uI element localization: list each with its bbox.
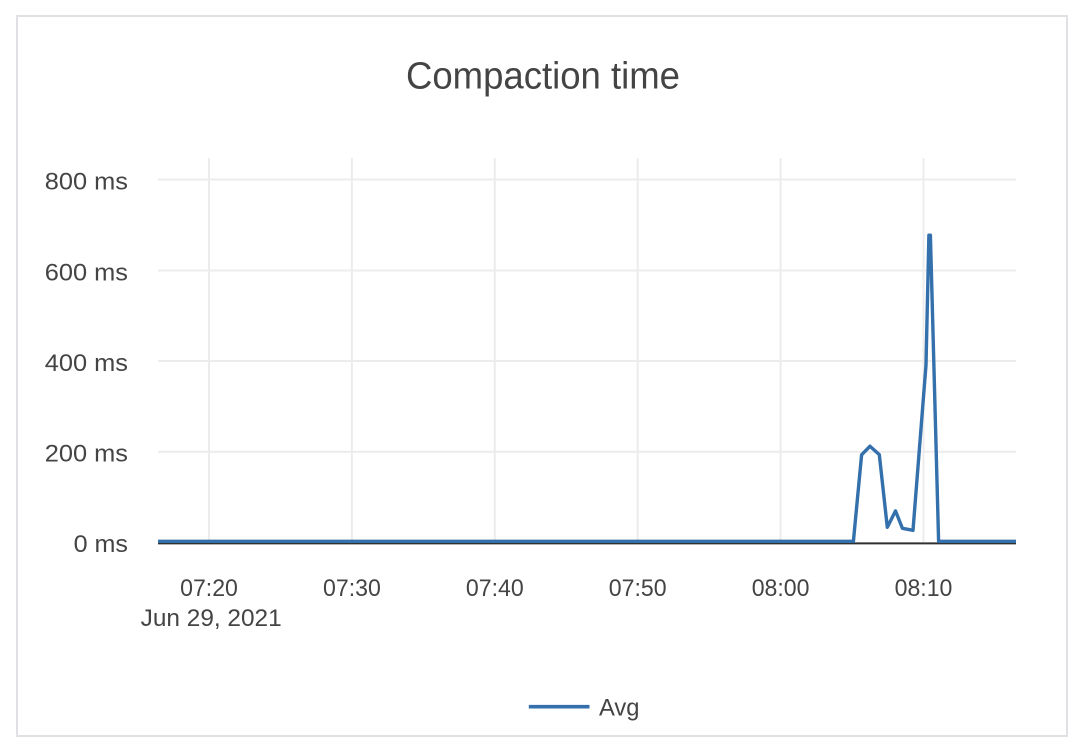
svg-text:08:10: 08:10 xyxy=(895,575,953,602)
svg-text:Compaction time: Compaction time xyxy=(406,54,680,97)
svg-text:600 ms: 600 ms xyxy=(45,259,128,286)
svg-text:Jun 29, 2021: Jun 29, 2021 xyxy=(141,605,282,632)
svg-text:07:30: 07:30 xyxy=(323,575,381,602)
svg-text:400 ms: 400 ms xyxy=(45,350,128,377)
svg-text:200 ms: 200 ms xyxy=(45,441,128,468)
svg-text:07:40: 07:40 xyxy=(466,575,524,602)
svg-text:Avg: Avg xyxy=(599,695,640,722)
svg-text:08:00: 08:00 xyxy=(752,575,810,602)
svg-text:0 ms: 0 ms xyxy=(74,531,128,558)
svg-text:800 ms: 800 ms xyxy=(45,168,128,195)
svg-text:07:20: 07:20 xyxy=(180,575,238,602)
svg-text:07:50: 07:50 xyxy=(609,575,667,602)
